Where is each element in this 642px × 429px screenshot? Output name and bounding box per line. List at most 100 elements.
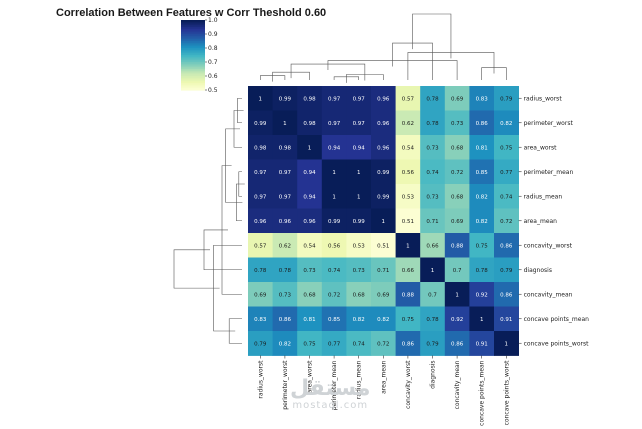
heatmap-cell [346,282,372,307]
heatmap-cell [395,135,421,160]
cell-value-label: 0.56 [402,170,415,176]
cell-value-label: 0.99 [254,121,267,127]
cell-value-label: 0.79 [426,341,439,347]
heatmap-cell [297,86,323,111]
heatmap-cell [272,184,298,209]
cell-value-label: 0.66 [402,268,415,274]
colorbar-segment [181,28,205,32]
heatmap-cell [420,257,446,283]
heatmap-cell [248,257,273,283]
cell-value-label: 0.71 [377,268,389,274]
heatmap-cell [297,306,323,332]
cell-value-label: 0.81 [476,145,488,151]
heatmap-cell [420,331,446,356]
heatmap-cell [272,257,298,283]
cell-value-label: 1 [259,96,263,102]
heatmap-cell [420,184,446,209]
colorbar-tick-label: 0.5 [208,87,218,94]
cell-value-label: 0.75 [402,317,415,323]
heatmap-cell [395,208,421,234]
heatmap-cell [494,159,519,185]
cell-value-label: 0.62 [402,121,414,127]
y-tick-label: concavity_mean [524,291,573,298]
cell-value-label: 1 [431,268,435,274]
cell-value-label: 0.79 [500,268,513,274]
cell-value-label: 1 [283,121,287,127]
heatmap-cell [395,159,421,185]
x-tick-label: concavity_worst [405,360,412,409]
colorbar-segment [181,35,205,39]
colorbar-segment [181,27,205,30]
heatmap-cell [371,257,396,283]
heatmap-cell [297,233,323,258]
heatmap-cell [321,233,347,258]
x-tick-label: radius_mean [356,360,363,399]
chart-title: Correlation Between Features w Corr Thes… [56,7,327,19]
cell-value-label: 0.71 [426,219,438,225]
cell-value-label: 0.54 [402,145,415,151]
cell-value-label: 0.72 [328,292,340,298]
heatmap-cell [420,208,446,234]
heatmap-cell [321,257,347,283]
heatmap-cell [248,208,273,234]
heatmap-cell [371,282,396,307]
cell-value-label: 0.68 [353,292,366,298]
heatmap-cell [346,331,372,356]
y-tick-label: perimeter_mean [524,169,574,176]
cell-value-label: 1 [308,145,312,151]
heatmap-cell [395,184,421,209]
heatmap-cell [371,159,396,185]
colorbar-segment [181,62,205,65]
heatmap-cell [321,135,347,160]
colorbar-segment [181,60,205,63]
heatmap-cell [346,159,372,185]
cell-value-label: 0.53 [353,243,366,249]
y-tick-label: concave points_worst [524,340,589,347]
cell-value-label: 0.99 [353,219,366,225]
colorbar-segment [181,70,205,74]
cell-value-label: 0.7 [453,268,462,274]
colorbar-segment [181,25,205,28]
dendrogram-link [173,249,220,289]
dendrogram-link [412,13,452,59]
cell-value-label: 0.78 [279,268,292,274]
x-tick-label: area_worst [307,360,314,394]
heatmap-cell [444,86,470,111]
colorbar-segment [181,30,205,33]
x-tick-label: perimeter_worst [282,360,289,410]
heatmap-cell [371,184,396,209]
heatmap-cell [371,110,396,136]
cell-value-label: 0.96 [377,96,390,102]
heatmap-cell [469,233,495,258]
heatmap-cell [420,110,446,136]
heatmap-cell [371,331,396,356]
heatmap-cell [444,184,470,209]
cell-value-label: 0.57 [254,243,267,249]
heatmap-cell [469,331,495,356]
colorbar-tick-label: 1.0 [208,17,218,24]
heatmap-cell [248,233,273,258]
heatmap-cell [272,282,298,307]
heatmap-cell [321,159,347,185]
heatmap-cell [444,135,470,160]
heatmap-cell [420,306,446,332]
heatmap-cell [346,110,372,136]
heatmap-cell [248,110,273,136]
colorbar-tick-label: 0.9 [208,31,218,38]
colorbar: 0.5 0.6 0.7 0.8 0.9 1.0 [181,17,218,94]
heatmap-cell [469,257,495,283]
colorbar-segment [181,76,205,79]
colorbar-segment [181,34,205,37]
watermark-logo: مستقل mostaql.com [290,378,370,412]
heatmap-cell [248,306,273,332]
cell-value-label: 0.74 [500,194,513,200]
cell-value-label: 0.68 [451,145,464,151]
cell-value-label: 0.73 [426,194,439,200]
heatmap-cell [494,306,519,332]
cell-value-label: 0.7 [428,292,437,298]
heatmap-cell [444,110,470,136]
heatmap-cell [444,208,470,234]
heatmap-cells: 1 0.99 0.98 0.97 0.97 0.96 0.57 0.78 0.69 0.83 0.7… [248,86,519,356]
cell-value-label: 0.94 [303,194,316,200]
cell-value-label: 0.69 [377,292,390,298]
